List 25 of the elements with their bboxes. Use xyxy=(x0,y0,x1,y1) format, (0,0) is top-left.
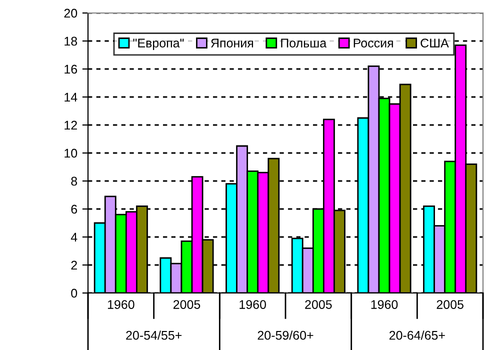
x-tick-label: 1960 xyxy=(108,300,134,309)
y-tick-label: 6 xyxy=(71,204,78,214)
y-tick-label: 14 xyxy=(64,92,78,102)
legend-label: США xyxy=(420,38,449,48)
text: 20-54/55+ xyxy=(126,330,182,340)
y-tick-label: 20 xyxy=(64,8,78,18)
x-tick-label: 2005 xyxy=(305,300,332,309)
legend-label: Россия xyxy=(354,38,393,48)
y-tick-label: 4 xyxy=(70,232,78,242)
legend-label: Япония xyxy=(211,38,254,48)
y-tick-label: 0 xyxy=(71,288,78,298)
text: 20-59/60+ xyxy=(258,330,314,340)
y-tick-label: 16 xyxy=(64,64,78,74)
x-tick-label: 2005 xyxy=(173,300,200,309)
legend-label: "Европа" xyxy=(133,38,184,50)
y-tick-label: 10 xyxy=(64,148,78,158)
y-tick-label: 8 xyxy=(71,176,78,186)
y-tick-label: 12 xyxy=(64,120,77,130)
y-tick-label: 2 xyxy=(71,260,77,270)
x-tick-label: 2005 xyxy=(436,300,464,309)
text: 20-64/65+ xyxy=(389,330,445,340)
y-tick-label: 18 xyxy=(64,36,78,46)
x-tick-label: 1960 xyxy=(240,300,266,309)
legend-label: Польша xyxy=(281,38,327,48)
x-tick-label: 1960 xyxy=(371,300,398,309)
